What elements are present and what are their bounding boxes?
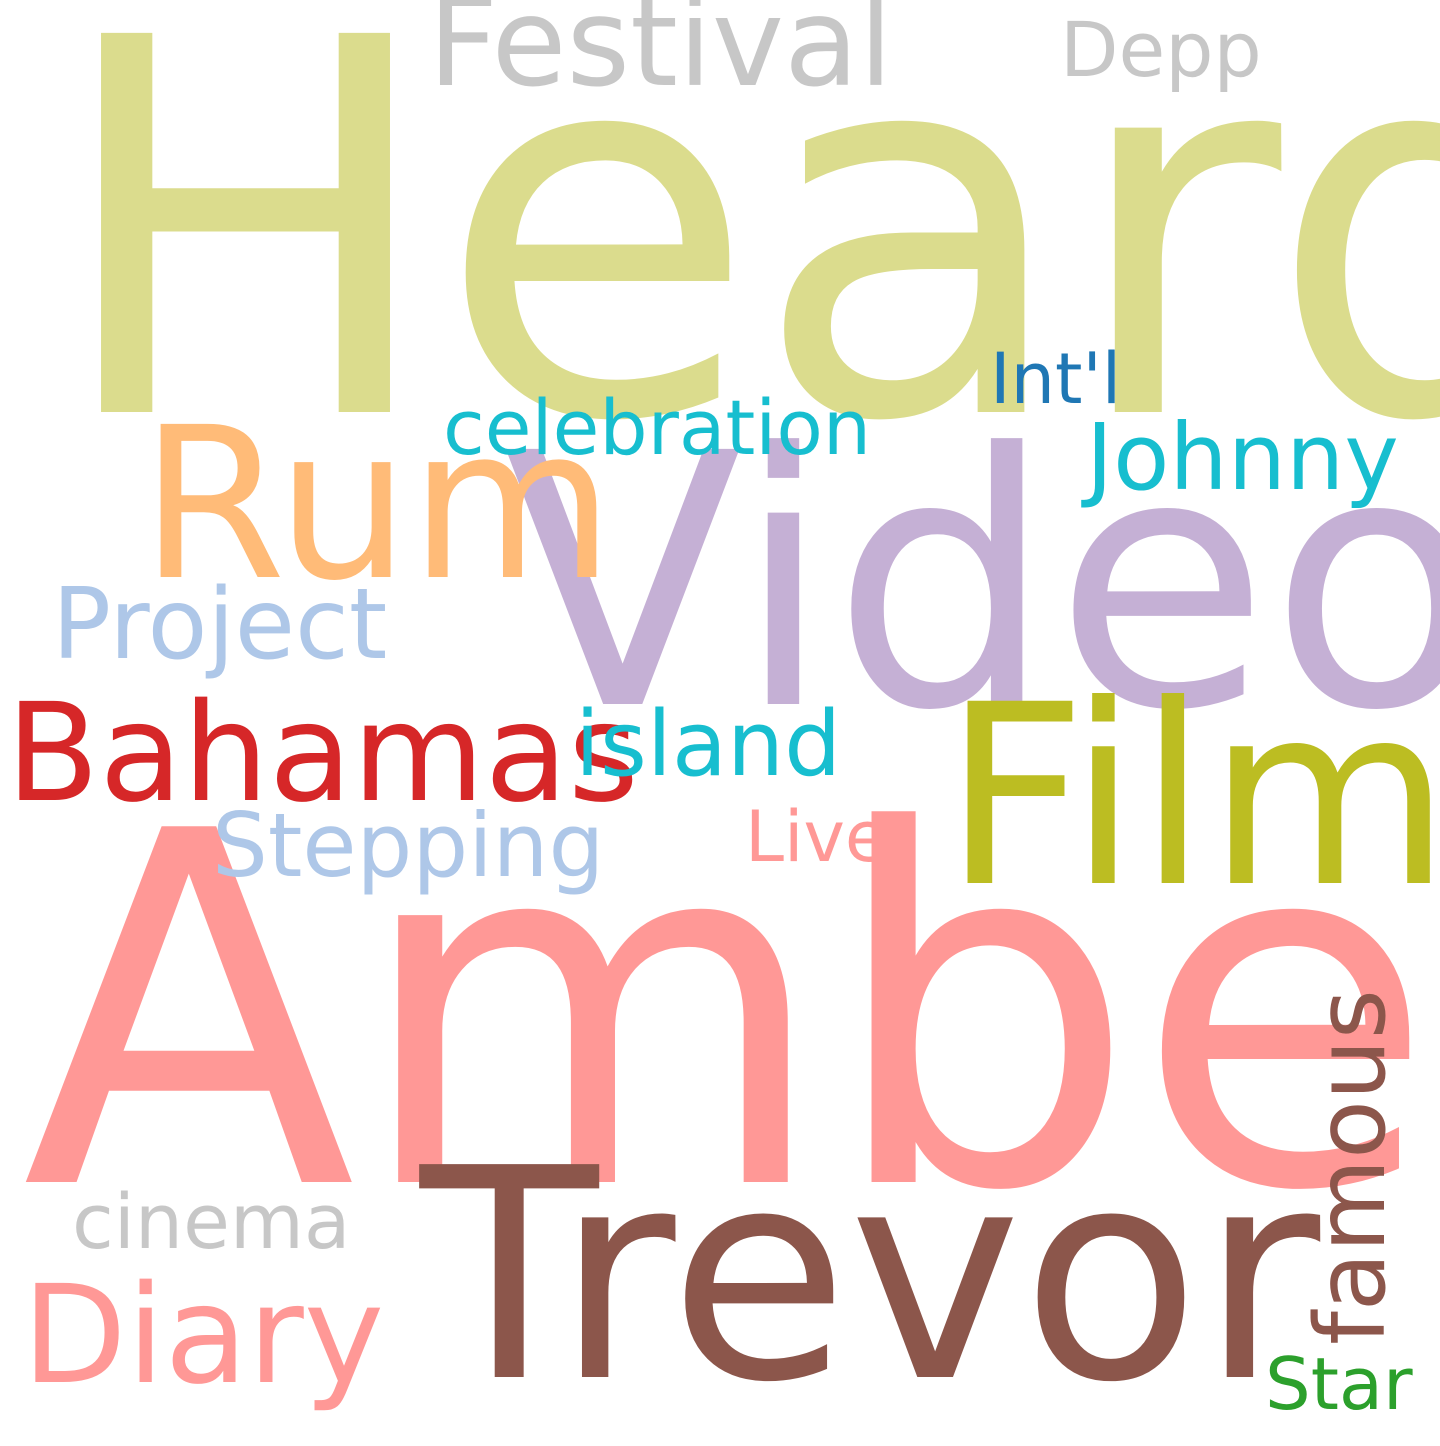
word-festival: Festival: [428, 0, 893, 114]
word-rum: Rum: [140, 382, 615, 627]
word-amber: Amber: [22, 730, 1440, 1298]
word-stepping: Stepping: [212, 794, 605, 897]
word-johnny: Johnny: [1086, 404, 1399, 511]
word-video: Video: [503, 379, 1440, 787]
word-depp: Depp: [1060, 5, 1262, 94]
word-celebration: celebration: [443, 383, 872, 472]
word-bahamas: Bahamas: [6, 675, 639, 833]
word-intl: Int'l: [990, 338, 1122, 420]
word-famous: famous: [1295, 989, 1407, 1345]
word-cinema: cinema: [72, 1177, 351, 1266]
word-live: Live: [745, 796, 888, 878]
word-heard: Heard: [50, 0, 1440, 535]
word-film: Film: [943, 651, 1440, 942]
word-diary: Diary: [22, 1257, 385, 1415]
word-island: island: [575, 692, 842, 797]
word-star: Star: [1265, 1342, 1413, 1426]
word-project: Project: [52, 568, 388, 682]
word-trevor: Trevor: [420, 1106, 1321, 1446]
